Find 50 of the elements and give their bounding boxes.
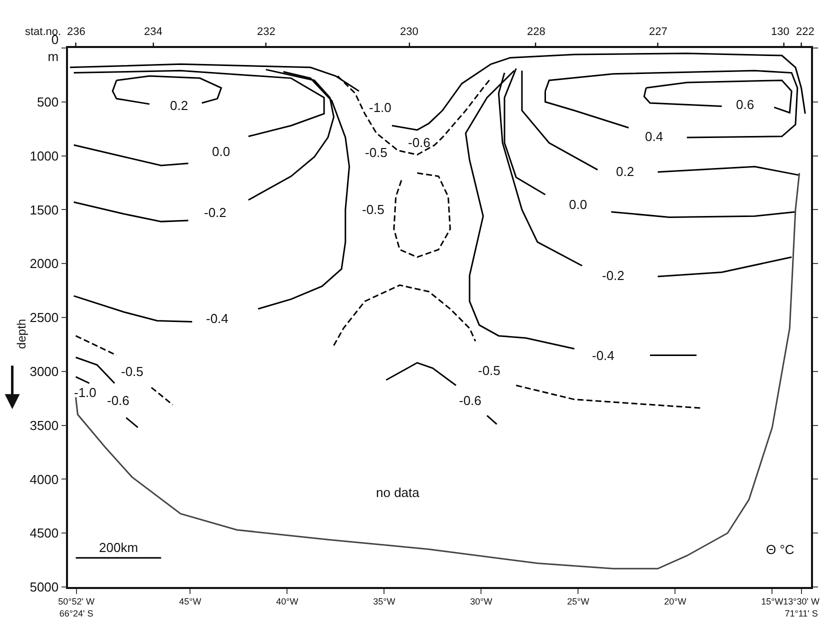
x-tick-label: 25°W: [567, 596, 590, 607]
annotation: no data: [376, 485, 420, 500]
annotation: 0.4: [645, 129, 664, 144]
annotation: 0.0: [569, 197, 588, 212]
y-axis-title: depth: [14, 318, 29, 349]
text: 234: [144, 26, 162, 38]
annotation: 0.6: [736, 97, 754, 112]
annotation: Θ °C: [766, 542, 794, 557]
annotation: -0.6: [107, 393, 130, 408]
text: 227: [649, 26, 668, 38]
annotation: -0.5: [121, 364, 144, 379]
annotation: -0.2: [602, 268, 624, 283]
y-tick-label: 3500: [30, 418, 59, 433]
x-tick-label: 15°W: [761, 596, 784, 607]
x-tick-label: 50°52' W 66°24' S: [58, 596, 96, 618]
text: 232: [257, 26, 276, 38]
y-tick-label: 3000: [30, 364, 59, 379]
annotation: -0.4: [592, 348, 614, 363]
annotation: 0.2: [616, 164, 634, 179]
text: 236: [67, 26, 86, 38]
annotation: -0.5: [362, 202, 384, 217]
annotation: -1.0: [74, 385, 96, 400]
annotation: -0.4: [206, 311, 228, 326]
text: 222: [796, 26, 814, 38]
x-tick-label: 45°W: [179, 596, 202, 607]
annotation: -0.6: [459, 393, 482, 408]
annotation: -0.2: [204, 205, 226, 220]
annotation: -0.5: [365, 145, 388, 160]
x-tick-label: 30°W: [470, 596, 493, 607]
x-tick-label: 20°W: [664, 596, 687, 607]
y-tick-label: 4000: [30, 472, 59, 487]
y-tick-label: 2000: [30, 256, 59, 272]
annotation: -0.5: [478, 363, 500, 378]
text: 228: [527, 26, 546, 38]
y-tick-label: 500: [36, 94, 59, 110]
annotation: 0.2: [170, 98, 188, 113]
annotation: 0.0: [212, 144, 230, 159]
annotation: -1.0: [369, 100, 392, 115]
y-tick-label: 4500: [30, 526, 59, 541]
annotation: -0.6: [408, 135, 430, 150]
y-tick-label: 1000: [30, 148, 59, 164]
x-tick-label: 35°W: [373, 596, 396, 607]
annotation: 200km: [99, 540, 138, 555]
x-tick-label: 40°W: [276, 596, 299, 607]
y-tick-label: 1500: [30, 202, 59, 218]
text: 230: [400, 26, 418, 38]
x-tick-label: 13°30' W 71°11' S: [783, 596, 820, 618]
y-tick-label: 2500: [30, 310, 59, 326]
y-tick-label: 5000: [30, 580, 59, 595]
text: 130: [771, 26, 790, 38]
